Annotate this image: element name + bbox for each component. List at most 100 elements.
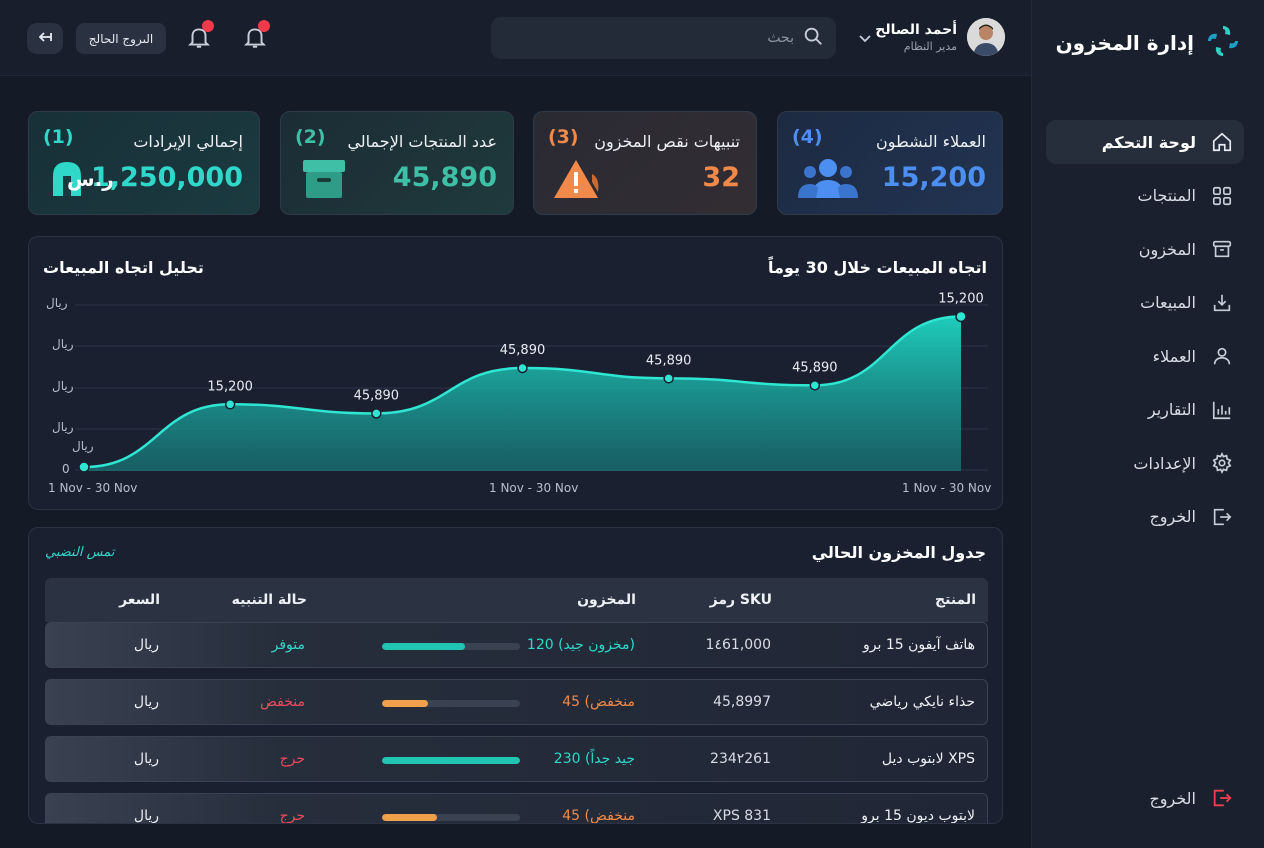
data-point[interactable] <box>517 362 528 374</box>
cell-product: لابتوب ديل XPS <box>881 751 975 767</box>
gear-icon <box>1210 451 1234 475</box>
table-row[interactable]: حذاء نايكي رياضي 45,8997 45 (منخفض منخفض… <box>45 679 988 725</box>
cell-sku: XPS 831 <box>712 808 771 824</box>
cell-status: منخفض <box>260 694 305 710</box>
chart-area <box>84 316 961 471</box>
y-axis-label: 0 <box>62 462 70 476</box>
data-point[interactable] <box>224 399 236 410</box>
x-axis-label: 1 Nov - 30 Nov <box>489 481 579 495</box>
cell-status: حرج <box>279 808 305 824</box>
cell-stock: 45 (منخفض <box>562 808 635 824</box>
home-icon <box>1210 130 1234 154</box>
cell-sku: 1٤61,000 <box>705 637 771 653</box>
sidebar-item-reports[interactable]: التقارير <box>1046 388 1244 432</box>
box-icon <box>299 156 349 206</box>
card-title: عدد المنتجات الإجمالي <box>347 132 497 151</box>
x-axis-label: 1 Nov - 30 Nov <box>902 481 992 495</box>
sidebar-item-label: المخزون <box>1138 239 1196 259</box>
cell-product: لابتوب ديون 15 برو <box>861 808 975 824</box>
stat-card-active-customers[interactable]: العملاء النشطون (4) 15,200 <box>777 111 1003 215</box>
logo-icon <box>1204 22 1242 64</box>
inventory-table-panel: جدول المخزون الحالي تمس النضبي المنتج رم… <box>28 527 1003 824</box>
search-input[interactable]: بحث <box>491 17 836 59</box>
data-point[interactable] <box>663 373 674 384</box>
header-stock: المخزون <box>577 592 636 608</box>
header-product: المنتج <box>935 592 976 608</box>
sidebar-item-label: المبيعات <box>1140 293 1196 312</box>
sidebar-item-label: الإعدادات <box>1133 453 1196 473</box>
user-role: مدير النظام <box>903 39 957 53</box>
y-axis-label: ريال <box>52 420 74 434</box>
card-badge: (4) <box>792 126 823 148</box>
data-point[interactable] <box>955 310 967 323</box>
user-info: أحمد الصالح مدير النظام <box>875 22 957 53</box>
y-axis-label: ريال <box>46 296 68 310</box>
sidebar-item-inventory[interactable]: المخزون <box>1046 227 1244 271</box>
y-axis-label: ريال <box>72 439 94 453</box>
cell-stock: 45 (منخفض <box>562 694 635 710</box>
cell-status: متوفر <box>271 637 305 653</box>
cell-price: ريال <box>133 751 159 767</box>
user-profile[interactable]: أحمد الصالح مدير النظام <box>875 18 1005 56</box>
chart-title: اتجاه المبيعات خلال 30 يوماً <box>768 258 987 277</box>
stat-card-low-stock-alerts[interactable]: تنبيهات نقص المخزون (3) 32 <box>533 111 757 215</box>
table-row[interactable]: لابتوب ديل XPS 234٢261 230 (جيد جداً حرج… <box>45 736 988 782</box>
exit-button[interactable]: الىروج الحالج <box>76 23 166 54</box>
cell-product: هاتف آيفون 15 برو <box>863 637 975 653</box>
cell-sku: 45,8997 <box>713 694 771 710</box>
back-button[interactable] <box>27 23 63 54</box>
sidebar-item-logout[interactable]: الخروج <box>1046 495 1244 539</box>
table-header: المنتج رمز SKU المخزون حالة التنبيه السع… <box>45 578 988 622</box>
data-label: 15,200 <box>207 379 253 394</box>
logout-icon <box>1210 786 1234 810</box>
brand[interactable]: إدارة المخزون <box>1056 22 1242 64</box>
currency-label: ر.س <box>67 167 114 191</box>
download-tray-icon <box>1210 291 1234 315</box>
card-value: 1,250,000 <box>90 162 243 193</box>
table-row[interactable]: هاتف آيفون 15 برو 1٤61,000 120 (مخزون جي… <box>45 622 988 668</box>
stock-level-bar <box>382 814 520 821</box>
sidebar-item-sales[interactable]: المبيعات <box>1046 281 1244 325</box>
card-badge: (2) <box>295 126 326 148</box>
search-icon <box>802 25 824 51</box>
stat-card-total-revenue[interactable]: إجمالي الإيرادات (1) 1,250,000 ر.س <box>28 111 260 215</box>
chevron-down-icon[interactable] <box>858 30 872 49</box>
sidebar-item-settings[interactable]: الإعدادات <box>1046 441 1244 485</box>
grid-icon <box>1210 184 1234 208</box>
header-sku: رمز SKU <box>709 592 772 608</box>
card-title: إجمالي الإيرادات <box>133 132 243 151</box>
alerts-bell-icon[interactable] <box>186 20 214 50</box>
cell-price: ريال <box>133 637 159 653</box>
data-label: 45,890 <box>500 343 546 358</box>
table-link[interactable]: تمس النضبي <box>45 545 115 560</box>
cell-sku: 234٢261 <box>710 751 771 767</box>
top-bar: أحمد الصالح مدير النظام بحث الىروج الحال… <box>0 0 1031 76</box>
user-icon <box>1210 344 1234 368</box>
logout-button[interactable]: الخروج <box>1046 776 1244 820</box>
stock-level-bar <box>382 757 520 764</box>
archive-icon <box>1210 237 1234 261</box>
y-axis-label: ريال <box>52 337 74 351</box>
sidebar-bottom: الخروج <box>1046 776 1244 830</box>
cell-product: حذاء نايكي رياضي <box>869 694 975 710</box>
sidebar-item-label: التقارير <box>1147 400 1196 419</box>
data-point[interactable] <box>809 380 821 391</box>
sidebar-item-label: العملاء <box>1152 346 1196 366</box>
sidebar-item-customers[interactable]: العملاء <box>1046 334 1244 378</box>
sidebar-item-dashboard[interactable]: لوحة التحكم <box>1046 120 1244 164</box>
card-badge: (3) <box>548 126 579 148</box>
sidebar-item-label: لوحة التحكم <box>1101 132 1196 152</box>
sidebar-item-products[interactable]: المنتجات <box>1046 174 1244 218</box>
stat-card-total-products[interactable]: عدد المنتجات الإجمالي (2) 45,890 <box>280 111 514 215</box>
data-point[interactable] <box>371 408 382 419</box>
revenue-icon <box>49 156 93 204</box>
logout-icon <box>1210 505 1234 529</box>
table-row[interactable]: لابتوب ديون 15 برو XPS 831 45 (منخفض حرج… <box>45 793 988 824</box>
data-point[interactable] <box>78 461 90 473</box>
search-placeholder: بحث <box>767 30 794 46</box>
notifications-bell-icon[interactable] <box>242 20 270 50</box>
card-value: 15,200 <box>881 162 986 193</box>
stock-level-fill <box>382 643 465 650</box>
header-price: السعر <box>119 592 160 608</box>
cell-stock: 230 (جيد جداً <box>553 751 635 767</box>
